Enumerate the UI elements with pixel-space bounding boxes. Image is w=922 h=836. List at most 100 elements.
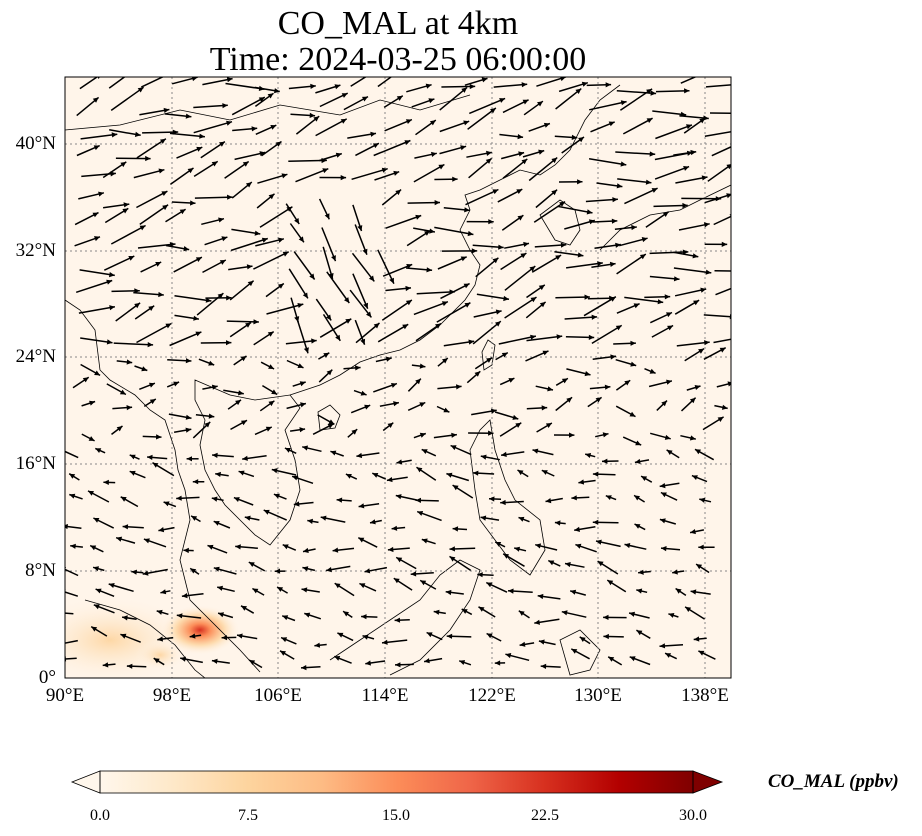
- wind-arrow-head: [126, 405, 133, 411]
- wind-arrow-head: [429, 228, 435, 234]
- wind-arrow-head: [324, 213, 330, 220]
- wind-arrow-head: [434, 200, 440, 206]
- wind-arrow-head: [551, 157, 558, 164]
- wind-arrow-head: [469, 83, 476, 90]
- wind-arrow-head: [179, 209, 186, 215]
- wind-arrow-shaft: [231, 96, 266, 116]
- wind-arrow-shaft: [136, 322, 172, 344]
- wind-arrow-head: [303, 347, 309, 354]
- wind-arrow-shaft: [680, 77, 698, 84]
- wind-arrow-head: [357, 225, 363, 231]
- wind-arrow-shaft: [440, 282, 470, 300]
- wind-arrow-head: [204, 421, 211, 428]
- wind-arrow-head: [185, 414, 192, 420]
- wind-arrow-shaft: [649, 251, 689, 255]
- wind-arrow-head: [498, 244, 504, 250]
- wind-arrow-head: [569, 432, 575, 438]
- wind-arrow-head: [620, 161, 627, 167]
- wind-arrow-head: [120, 633, 127, 639]
- wind-arrow-head: [274, 88, 280, 94]
- wind-arrow-head: [635, 440, 642, 446]
- wind-arrow-shaft: [142, 131, 179, 134]
- wind-arrow-shaft: [230, 237, 269, 252]
- wind-arrow-head: [726, 164, 731, 170]
- wind-arrow-head: [456, 384, 462, 390]
- wind-arrow-head: [461, 87, 468, 93]
- wind-arrow-shaft: [624, 296, 664, 304]
- wind-arrow-shaft: [373, 139, 411, 157]
- wind-arrow-shaft: [655, 89, 690, 93]
- wind-arrow-shaft: [493, 83, 528, 88]
- wind-arrow-head: [426, 632, 433, 638]
- wind-arrow-shaft: [652, 110, 687, 116]
- wind-arrow-head: [575, 88, 582, 94]
- wind-arrow-head: [160, 138, 166, 144]
- wind-arrow-head: [495, 309, 502, 315]
- wind-arrow-shaft: [174, 294, 212, 302]
- wind-arrow-head: [731, 286, 737, 291]
- wind-arrow-head: [196, 146, 203, 152]
- wind-arrow-head: [277, 283, 284, 289]
- wind-arrow-head: [370, 131, 376, 137]
- wind-arrow-head: [717, 416, 724, 422]
- wind-arrow-head: [741, 139, 747, 144]
- wind-arrow-shaft: [469, 97, 506, 115]
- colorbar-tick-22-5: 22.5: [531, 807, 559, 824]
- wind-arrow-head: [270, 125, 277, 130]
- wind-arrow-head: [630, 340, 636, 346]
- wind-arrow-head: [578, 479, 585, 485]
- wind-arrow-head: [299, 381, 306, 387]
- wind-arrow-head: [302, 445, 308, 451]
- wind-arrow-shaft: [653, 204, 688, 208]
- wind-arrow-head: [180, 656, 186, 662]
- lat-label-32n: 32°N: [15, 240, 56, 261]
- wind-arrow-head: [173, 381, 180, 387]
- wind-arrow-head: [402, 324, 409, 330]
- wind-arrow-head: [459, 660, 466, 665]
- wind-arrow-head: [126, 663, 133, 669]
- wind-arrow-shaft: [377, 249, 395, 285]
- wind-arrow-head: [247, 280, 254, 287]
- wind-arrow-head: [258, 97, 265, 103]
- wind-arrow-head: [106, 279, 113, 285]
- wind-arrow-head: [592, 519, 599, 525]
- wind-arrow-head: [267, 93, 274, 99]
- wind-arrow-shaft: [352, 273, 369, 309]
- wind-arrow-head: [612, 197, 618, 203]
- wind-arrow-head: [185, 427, 192, 433]
- wind-arrow-head: [492, 189, 499, 195]
- wind-arrow-head: [421, 449, 428, 454]
- wind-arrow-head: [69, 473, 76, 479]
- wind-arrow-head: [328, 273, 334, 279]
- wind-arrow-head: [486, 582, 493, 588]
- wind-arrow-head: [508, 378, 515, 383]
- wind-arrow-head: [415, 378, 421, 385]
- wind-arrow-head: [692, 253, 699, 259]
- wind-arrow-head: [248, 562, 255, 567]
- wind-arrow-head: [343, 611, 349, 617]
- colorbar-frame: [99, 770, 694, 794]
- wind-arrow-head: [478, 606, 485, 612]
- wind-arrow-head: [636, 588, 643, 594]
- wind-arrow-head: [183, 246, 190, 252]
- wind-arrow-head: [109, 272, 115, 278]
- lat-label-8n: 8°N: [25, 560, 56, 581]
- wind-arrow-head: [391, 525, 398, 531]
- wind-arrow-head: [629, 611, 635, 617]
- wind-arrow-head: [438, 164, 445, 170]
- wind-arrow-head: [299, 427, 306, 433]
- wind-arrow-head: [560, 77, 566, 82]
- wind-arrow-head: [116, 536, 123, 542]
- wind-arrow-head: [517, 470, 524, 476]
- wind-arrow-shaft: [528, 157, 558, 182]
- wind-arrow-head: [555, 255, 562, 261]
- wind-arrow-head: [245, 182, 252, 188]
- wind-arrow-head: [337, 632, 344, 638]
- wind-arrow-head: [480, 454, 487, 460]
- wind-arrow-head: [515, 422, 522, 428]
- wind-arrow-head: [249, 660, 256, 665]
- wind-arrow-head: [137, 87, 144, 93]
- wind-arrow-head: [363, 302, 368, 309]
- lon-label-98e: 98°E: [152, 685, 192, 706]
- wind-arrow-head: [95, 588, 102, 594]
